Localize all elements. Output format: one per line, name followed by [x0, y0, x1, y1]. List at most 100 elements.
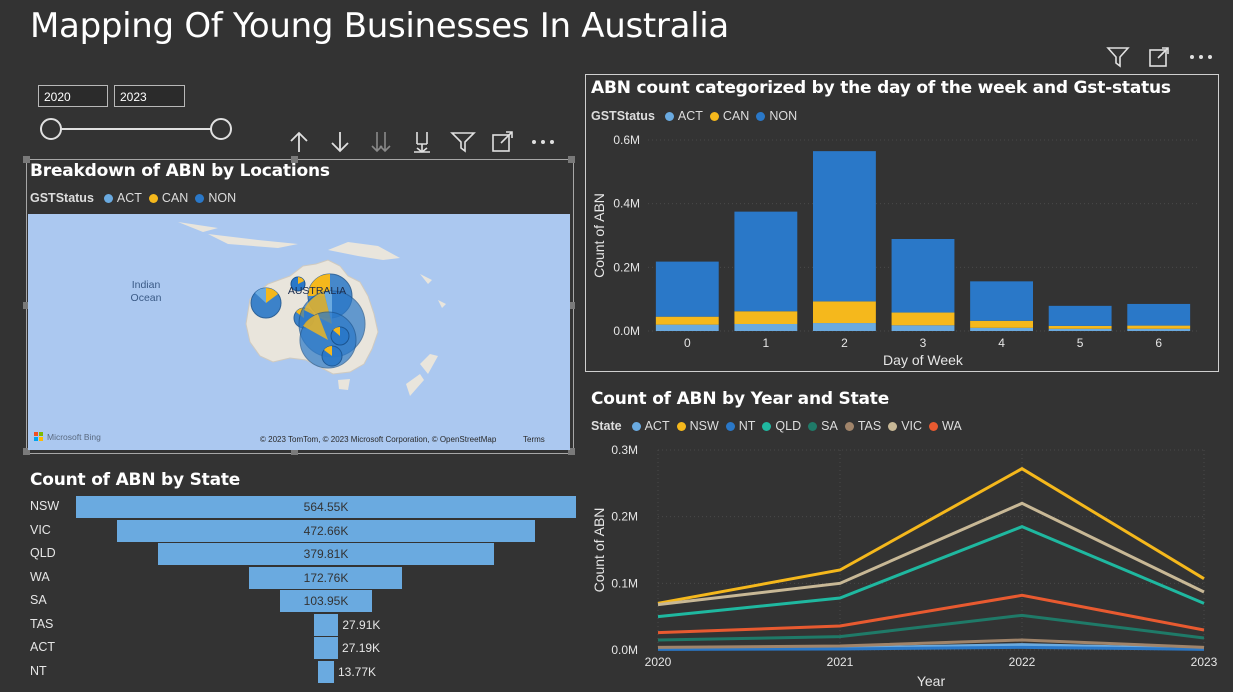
- funnel-label-wa: WA: [30, 569, 50, 584]
- funnel-bar-qld[interactable]: [157, 543, 495, 565]
- funnel-label-sa: SA: [30, 593, 47, 607]
- funnel-bar-tas[interactable]: [313, 613, 339, 636]
- line-x-tick: 2022: [1009, 655, 1036, 669]
- bar-segment-non-0[interactable]: [655, 261, 719, 317]
- more-options-icon[interactable]: [1188, 46, 1214, 68]
- expand-next-level-icon[interactable]: [409, 130, 435, 154]
- new-zealand: [406, 354, 438, 396]
- bar-segment-non-1[interactable]: [734, 211, 798, 312]
- legend-dot-vic: [888, 421, 898, 431]
- map-terms-link[interactable]: Terms: [523, 435, 545, 444]
- new-guinea: [328, 242, 400, 260]
- funnel-value-wa: 172.76K: [303, 570, 349, 585]
- bar-segment-can-4[interactable]: [970, 320, 1033, 328]
- bar-y-tick: 0.0M: [613, 324, 640, 338]
- funnel-value-qld: 379.81K: [303, 547, 349, 561]
- funnel-label-vic: VIC: [30, 522, 51, 537]
- bing-label: Microsoft Bing: [47, 432, 101, 442]
- slider-start-handle[interactable]: [40, 118, 62, 140]
- bar-segment-can-5[interactable]: [1048, 325, 1112, 329]
- resize-handle[interactable]: [568, 448, 575, 455]
- slider-end-handle[interactable]: [210, 118, 232, 140]
- bar-y-tick: 0.2M: [613, 260, 640, 274]
- resize-handle[interactable]: [23, 448, 30, 455]
- map-country-label: AUSTRALIA: [288, 285, 346, 297]
- filter-icon[interactable]: [450, 130, 476, 154]
- bar-x-tick: 5: [1077, 336, 1084, 350]
- legend-dot-non: [195, 193, 205, 203]
- bar-segment-act-0[interactable]: [655, 324, 719, 331]
- bar-chart-frame[interactable]: [585, 74, 1219, 372]
- resize-handle[interactable]: [568, 156, 575, 163]
- resize-handle[interactable]: [23, 302, 30, 309]
- map-bubble-act[interactable]: [330, 326, 350, 346]
- date-end-input[interactable]: 2023: [114, 85, 185, 107]
- line-y-tick: 0.2M: [611, 510, 638, 524]
- map-legend-title: GSTStatus: [30, 191, 94, 205]
- funnel-bar-vic[interactable]: [116, 519, 536, 542]
- line-series-sa[interactable]: [657, 613, 1205, 642]
- legend-dot-tas: [844, 421, 854, 431]
- funnel-bar-act[interactable]: [313, 637, 339, 659]
- funnel-bar-sa[interactable]: [279, 590, 373, 612]
- bar-segment-non-2[interactable]: [813, 151, 876, 302]
- bar-chart-title: ABN count categorized by the day of the …: [591, 78, 1171, 98]
- bar-segment-non-4[interactable]: [970, 281, 1033, 321]
- bar-segment-act-6[interactable]: [1127, 328, 1191, 331]
- line-series-tas[interactable]: [657, 638, 1205, 649]
- drill-up-icon[interactable]: [286, 130, 312, 154]
- bar-segment-can-0[interactable]: [655, 316, 719, 325]
- bar-segment-act-1[interactable]: [734, 323, 798, 331]
- page-title: Mapping Of Young Businesses In Australia: [30, 6, 729, 46]
- funnel-label-qld: QLD: [30, 546, 56, 560]
- map-canvas[interactable]: Indian Ocean AUSTRALIA: [28, 214, 570, 450]
- focus-mode-icon[interactable]: [1148, 46, 1170, 68]
- bar-segment-non-5[interactable]: [1048, 305, 1112, 326]
- resize-handle[interactable]: [23, 156, 30, 163]
- line-legend-sa: SA: [821, 419, 838, 433]
- bar-segment-can-1[interactable]: [734, 311, 798, 324]
- page-toolbar: [1106, 46, 1214, 68]
- map-bubble-tas[interactable]: [321, 345, 343, 367]
- date-start-input[interactable]: 2020: [38, 85, 108, 107]
- bar-segment-can-6[interactable]: [1127, 325, 1191, 329]
- bar-chart[interactable]: 0.0M 0.2M 0.4M 0.6M 0 1 2 3 4 5 6 Day of Week Count …: [586, 130, 1218, 370]
- bar-segment-non-6[interactable]: [1127, 303, 1191, 326]
- line-y-tick: 0.3M: [611, 443, 638, 457]
- line-legend-nsw: NSW: [689, 419, 719, 433]
- bar-segment-can-3[interactable]: [891, 312, 955, 326]
- bar-segment-act-5[interactable]: [1048, 328, 1112, 331]
- line-series-wa[interactable]: [657, 593, 1205, 635]
- funnel-label-nt: NT: [30, 663, 47, 678]
- expand-all-down-icon[interactable]: [368, 130, 394, 154]
- resize-handle[interactable]: [291, 448, 298, 455]
- map-bubble-wa[interactable]: [250, 287, 282, 319]
- line-series-vic[interactable]: [657, 501, 1205, 607]
- focus-mode-icon[interactable]: [491, 130, 515, 154]
- bar-legend-non: NON: [769, 109, 798, 123]
- filter-icon[interactable]: [1106, 46, 1130, 68]
- resize-handle[interactable]: [291, 156, 298, 163]
- line-series-qld[interactable]: [657, 525, 1205, 619]
- bar-segment-act-2[interactable]: [813, 323, 876, 331]
- bar-segment-can-2[interactable]: [813, 301, 876, 324]
- funnel-bar-nsw[interactable]: [76, 496, 576, 518]
- line-series-nsw[interactable]: [657, 466, 1205, 605]
- resize-handle[interactable]: [568, 302, 575, 309]
- bar-segment-act-3[interactable]: [891, 325, 955, 331]
- bar-chart-legend: GSTStatus ACT CAN NON: [591, 109, 797, 123]
- drill-down-icon[interactable]: [327, 130, 353, 154]
- funnel-bar-wa[interactable]: [249, 566, 403, 589]
- line-legend-act: ACT: [644, 419, 670, 433]
- bar-segment-non-3[interactable]: [891, 239, 955, 313]
- more-options-icon[interactable]: [530, 130, 556, 154]
- line-legend-title: State: [591, 419, 622, 433]
- map-title: Breakdown of ABN by Locations: [30, 161, 330, 181]
- bar-segment-act-4[interactable]: [970, 327, 1033, 331]
- line-chart[interactable]: 0.0M 0.1M 0.2M 0.3M 2020 2021 2022 2023 Year Coun…: [586, 440, 1226, 690]
- slider-track[interactable]: [50, 128, 222, 130]
- funnel-bar-nt[interactable]: [318, 660, 334, 683]
- map-bubble-nt[interactable]: [290, 276, 306, 292]
- line-series-nt[interactable]: [657, 645, 1205, 651]
- map-toolbar: [286, 130, 556, 154]
